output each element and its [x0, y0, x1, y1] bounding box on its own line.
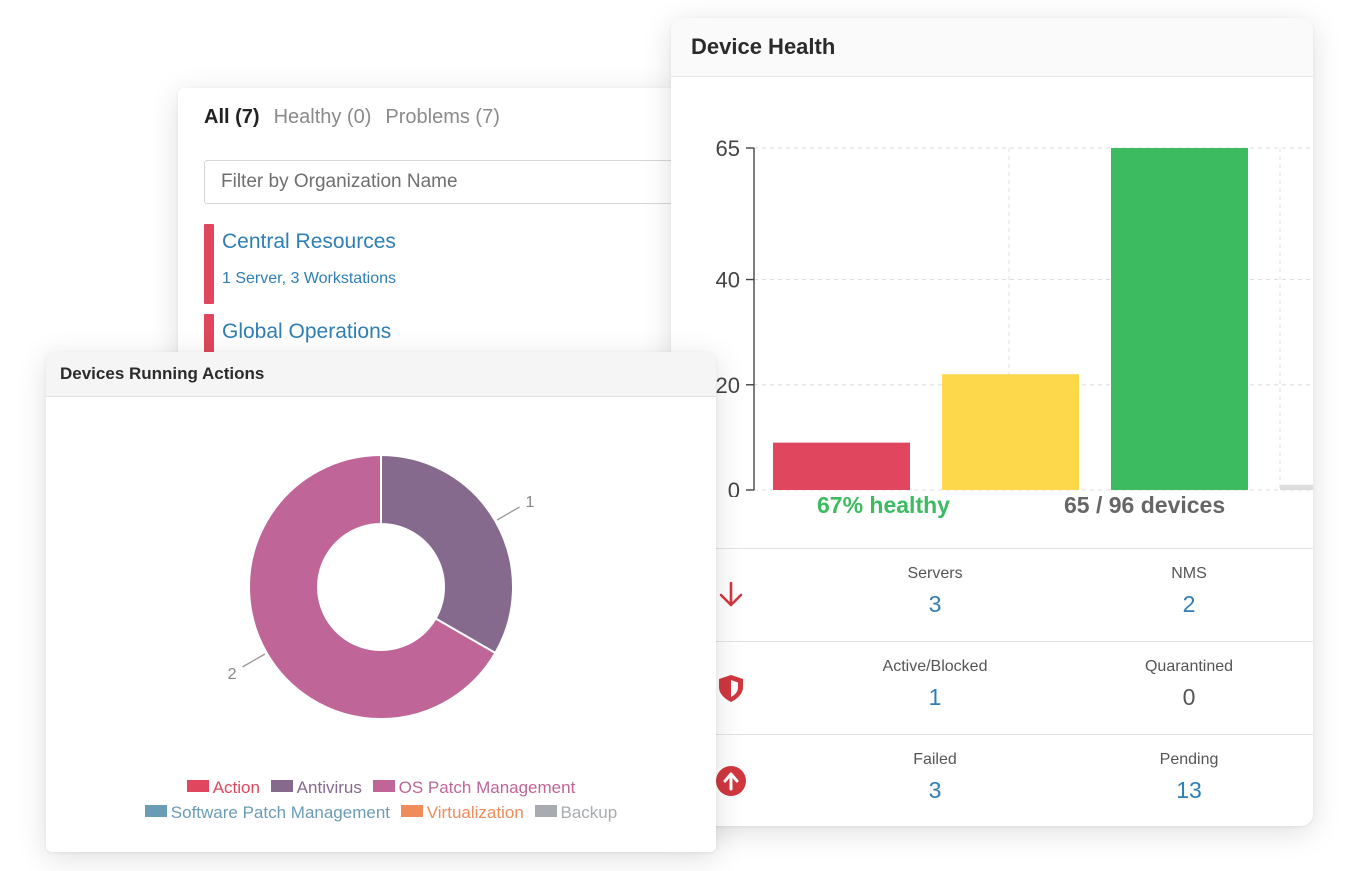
- devices-running-actions-title: Devices Running Actions: [46, 352, 716, 397]
- org-status-bar: [204, 314, 214, 388]
- stat-value[interactable]: 13: [1176, 777, 1202, 803]
- device-health-panel: Device Health 0 20 40 65 67% healthy 65 / 9…: [671, 18, 1313, 826]
- stat-active-blocked[interactable]: Active/Blocked 1: [835, 658, 1035, 711]
- tab-healthy[interactable]: Healthy (0): [273, 106, 372, 128]
- organization-filter-input[interactable]: [204, 160, 688, 204]
- stat-row-servers: Servers 3 NMS 2: [671, 548, 1313, 641]
- legend-swatch: [372, 780, 395, 792]
- legend-item-os-patch-management[interactable]: OS Patch Management: [372, 778, 576, 798]
- org-device-summary: 1 Server, 3 Workstations: [222, 270, 396, 287]
- stat-quarantined[interactable]: Quarantined 0: [1089, 658, 1289, 711]
- stat-label: Failed: [913, 751, 957, 768]
- stat-nms[interactable]: NMS 2: [1089, 565, 1289, 618]
- slice-data-label: 1: [526, 494, 535, 511]
- chart-legend-row-1: Action Antivirus OS Patch Management: [46, 778, 716, 798]
- slice-leader-line: [242, 653, 266, 668]
- bar-1: [942, 374, 1079, 490]
- healthy-percentage: 67% healthy: [817, 492, 950, 518]
- legend-item-antivirus[interactable]: Antivirus: [270, 778, 362, 798]
- org-item-central-resources[interactable]: Central Resources 1 Server, 3 Workstatio…: [204, 224, 674, 304]
- chart-legend-row-2: Software Patch Management Virtualization…: [46, 803, 716, 823]
- device-health-title: Device Health: [671, 18, 1313, 77]
- legend-label: Software Patch Management: [170, 803, 391, 822]
- legend-label: Action: [212, 778, 260, 797]
- stat-label: Pending: [1159, 751, 1219, 768]
- healthy-device-count: 65 / 96 devices: [1064, 492, 1226, 518]
- stat-label: Servers: [907, 565, 963, 582]
- legend-swatch: [534, 805, 557, 817]
- legend-item-software-patch-management[interactable]: Software Patch Management: [144, 803, 391, 823]
- y-tick-label: 20: [716, 373, 740, 398]
- organization-panel: All (7) Healthy (0) Problems (7) Central…: [178, 88, 688, 388]
- stat-value[interactable]: 1: [928, 684, 942, 710]
- device-health-bar-chart: 0 20 40 65: [716, 136, 1313, 497]
- slice-data-label: 2: [228, 666, 237, 683]
- y-tick-label: 65: [716, 136, 740, 161]
- stat-row-antivirus: Active/Blocked 1 Quarantined 0: [671, 641, 1313, 734]
- stat-row-patching: Failed 3 Pending 13: [671, 734, 1313, 826]
- stat-label: NMS: [1171, 565, 1207, 582]
- upload-arrow-icon: [716, 766, 746, 796]
- arrow-down-icon: [719, 581, 743, 607]
- org-name[interactable]: Central Resources: [222, 230, 396, 253]
- legend-item-action[interactable]: Action: [186, 778, 260, 798]
- legend-item-virtualization[interactable]: Virtualization: [400, 803, 524, 823]
- stat-label: Quarantined: [1144, 658, 1234, 675]
- stat-pending[interactable]: Pending 13: [1089, 751, 1289, 804]
- legend-label: OS Patch Management: [398, 778, 576, 797]
- legend-item-backup[interactable]: Backup: [534, 803, 618, 823]
- stat-failed[interactable]: Failed 3: [835, 751, 1035, 804]
- stat-label: Active/Blocked: [882, 658, 988, 675]
- org-status-bar: [204, 224, 214, 304]
- actions-donut-chart: 12: [228, 453, 535, 720]
- legend-label: Virtualization: [426, 803, 524, 822]
- legend-swatch: [400, 805, 423, 817]
- y-tick-label: 40: [716, 268, 740, 293]
- slice-leader-line: [496, 506, 520, 521]
- shield-icon: [719, 675, 743, 702]
- legend-swatch: [186, 780, 209, 792]
- org-item-global-operations[interactable]: Global Operations: [204, 314, 674, 388]
- stat-value[interactable]: 0: [1182, 684, 1196, 710]
- stat-value[interactable]: 3: [928, 591, 942, 617]
- tab-problems[interactable]: Problems (7): [385, 106, 500, 128]
- org-name[interactable]: Global Operations: [222, 320, 392, 343]
- stat-value[interactable]: 3: [928, 777, 942, 803]
- legend-label: Antivirus: [296, 778, 362, 797]
- y-tick-label: 0: [728, 478, 740, 497]
- bar-3: [1280, 484, 1313, 490]
- stat-value[interactable]: 2: [1182, 591, 1196, 617]
- legend-label: Backup: [560, 803, 618, 822]
- status-tabs: All (7) Healthy (0) Problems (7): [204, 106, 500, 129]
- stat-servers[interactable]: Servers 3: [835, 565, 1035, 618]
- tab-all[interactable]: All (7): [204, 106, 260, 128]
- legend-swatch: [144, 805, 167, 817]
- bar-0: [773, 442, 910, 490]
- bar-2: [1111, 148, 1248, 490]
- legend-swatch: [270, 780, 293, 792]
- slice-antivirus: [380, 453, 514, 655]
- slice-os-patch-management: [248, 453, 497, 720]
